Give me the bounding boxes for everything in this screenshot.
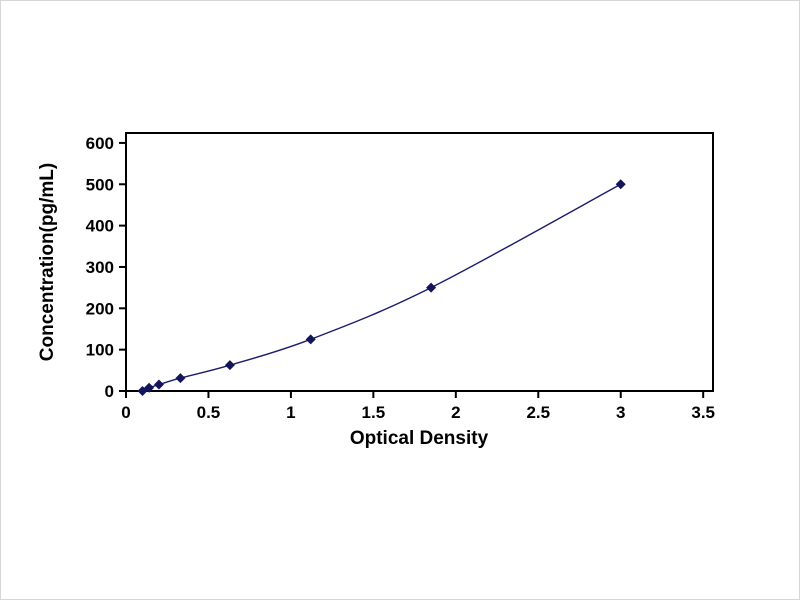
x-tick-label: 3.5: [691, 403, 715, 422]
x-tick-label: 0: [121, 403, 130, 422]
x-tick-label: 2.5: [526, 403, 550, 422]
y-tick-label: 400: [86, 217, 114, 236]
data-point-marker: [153, 379, 164, 390]
y-tick-label: 500: [86, 175, 114, 194]
data-point-marker: [615, 179, 626, 190]
y-axis-title: Concentration(pg/mL): [37, 163, 58, 361]
y-tick-label: 300: [86, 258, 114, 277]
x-tick-label: 2: [451, 403, 460, 422]
y-tick-label: 600: [86, 134, 114, 153]
plot-border: [125, 132, 714, 392]
data-point-marker: [144, 382, 155, 393]
x-tick-label: 3: [616, 403, 625, 422]
y-tick-label: 0: [105, 382, 114, 401]
y-tick-label: 200: [86, 299, 114, 318]
x-tick-label: 1: [286, 403, 295, 422]
x-tick-label: 1.5: [362, 403, 386, 422]
x-axis-title: Optical Density: [350, 428, 489, 449]
data-point-marker: [426, 282, 437, 293]
data-point-marker: [224, 360, 235, 371]
curve-line: [142, 183, 622, 392]
data-point-marker: [175, 373, 186, 384]
x-tick-label: 0.5: [197, 403, 221, 422]
plot-generated: 0 0.5 1 1.5 2 2.5 3 3.5 0 100 200 300 400 500 600: [86, 132, 715, 422]
data-point-marker: [305, 334, 316, 345]
y-tick-label: 100: [86, 341, 114, 360]
